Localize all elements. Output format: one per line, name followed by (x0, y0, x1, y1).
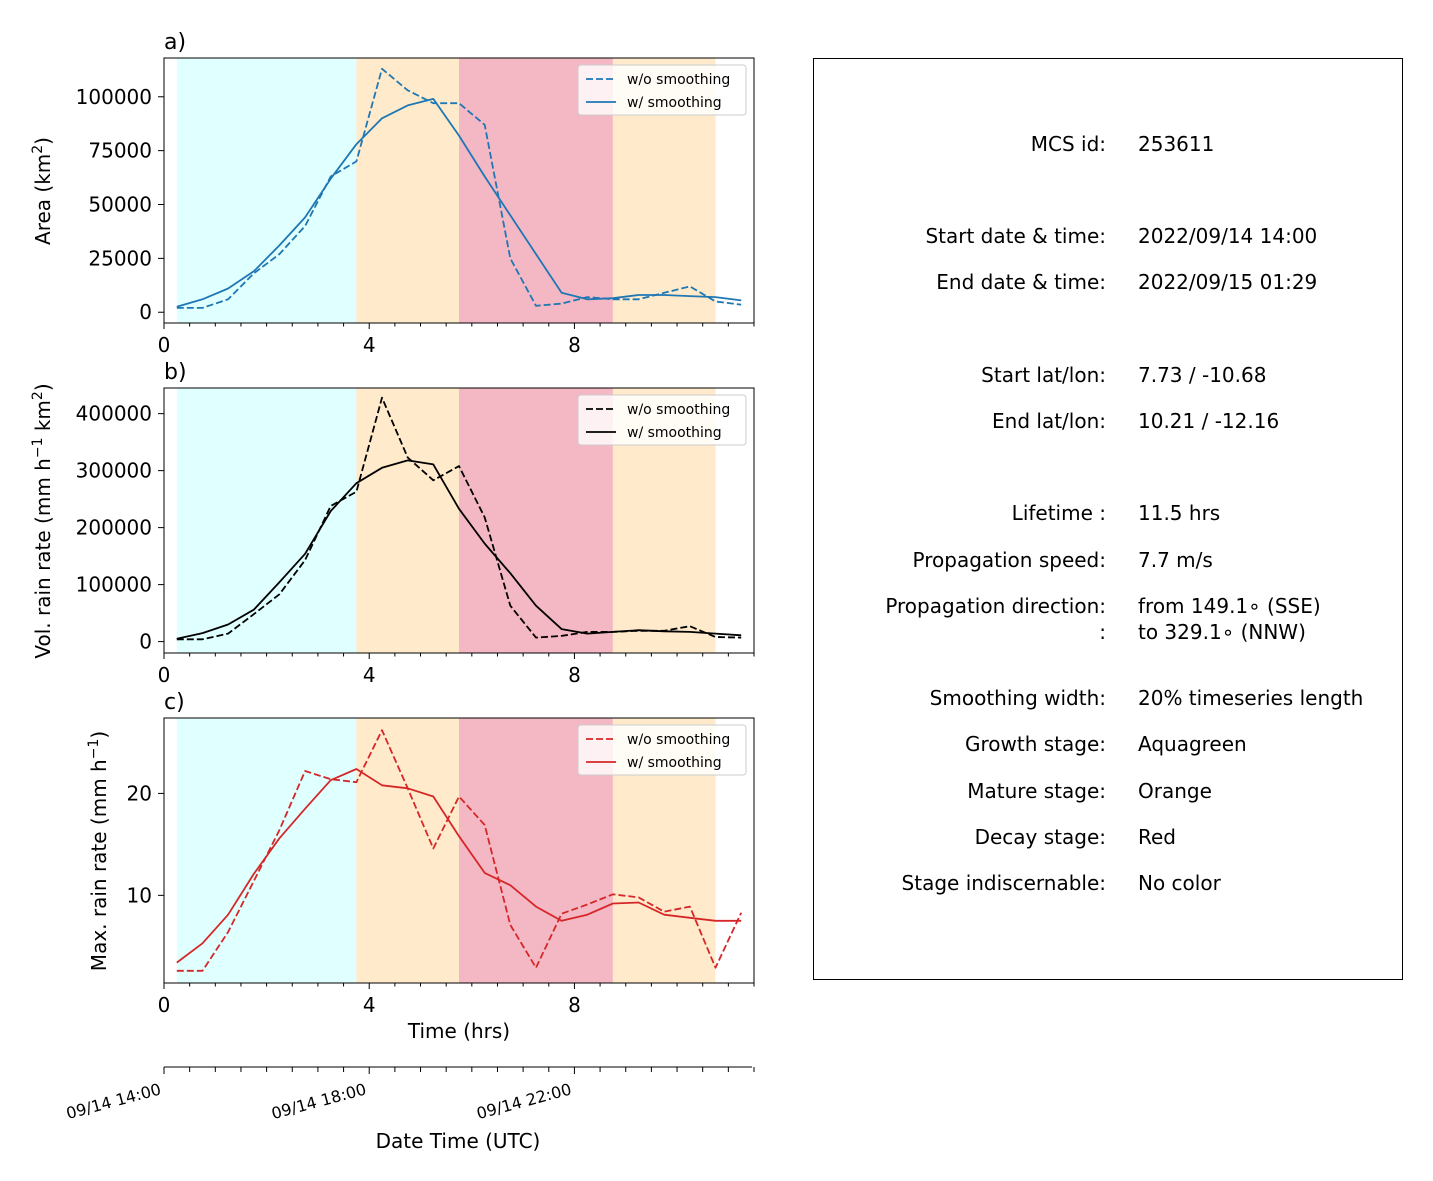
series-line-smoothed (176, 768, 742, 964)
info-value: 2022/09/14 14:00 (1138, 224, 1318, 248)
info-value: Orange (1138, 779, 1212, 803)
info-label: Growth stage: (964, 732, 1106, 756)
date-axis-label: Date Time (UTC) (376, 1129, 541, 1153)
info-value: 7.7 m/s (1138, 548, 1213, 572)
y-tick-label: 25000 (88, 246, 152, 270)
y-tick-label: 400000 (76, 402, 152, 426)
y-tick-label: 10 (127, 883, 152, 907)
info-value: 2022/09/15 01:29 (1138, 270, 1318, 294)
x-tick-label: 4 (363, 663, 376, 687)
info-label: Start lat/lon: (981, 363, 1106, 387)
info-label: End lat/lon: (992, 409, 1106, 433)
info-label: Smoothing width: (929, 686, 1106, 710)
info-value: Aquagreen (1138, 732, 1247, 756)
stage-band-mature (356, 58, 459, 323)
panel-label: c) (164, 690, 185, 715)
info-value: from 149.1∘ (SSE) (1138, 594, 1321, 618)
series-line-raw (176, 67, 742, 309)
stage-band-growth (176, 388, 357, 653)
legend-label: w/ smoothing (627, 755, 722, 771)
x-tick-label: 0 (158, 663, 171, 687)
stage-band-mature (356, 718, 459, 983)
info-label: Stage indiscernable: (901, 871, 1106, 895)
stage-band-mature (356, 388, 459, 653)
info-label: : (1099, 620, 1106, 644)
y-tick-label: 0 (139, 630, 152, 654)
panel-label: b) (164, 360, 187, 385)
info-panel: MCS id: 253611 Start date & time: 2022/09/1… (813, 58, 1403, 980)
y-axis-label: Area (km2) (30, 137, 55, 245)
x-axis-label: Time (hrs) (407, 1019, 510, 1043)
x-tick-label: 8 (568, 663, 581, 687)
y-tick-label: 0 (139, 300, 152, 324)
panel-volume-rain-rate: b) Vol. rain rate (mm h−1 km2) 0 100000 20… (30, 360, 755, 687)
y-tick-label: 200000 (76, 516, 152, 540)
panel-label: a) (164, 30, 186, 55)
y-tick-label: 75000 (88, 139, 152, 163)
series-line-smoothed (176, 459, 742, 640)
x-tick-label: 8 (568, 333, 581, 357)
date-axis: Date Time (UTC) 09/14 14:00 09/14 18:00 09… (64, 1066, 755, 1153)
legend-label: w/o smoothing (627, 72, 730, 88)
info-label: Mature stage: (967, 779, 1106, 803)
y-tick-label: 100000 (76, 85, 152, 109)
date-tick-label: 09/14 22:00 (475, 1080, 574, 1124)
info-label: Decay stage: (974, 825, 1106, 849)
y-tick-label: 20 (127, 781, 152, 805)
y-tick-label: 300000 (76, 459, 152, 483)
y-axis-label: Max. rain rate (mm h−1) (86, 731, 111, 971)
series-line-raw (176, 729, 743, 972)
info-value: 7.73 / -10.68 (1138, 363, 1267, 387)
y-tick-label: 100000 (76, 573, 152, 597)
stage-band-growth (176, 718, 357, 983)
info-label: End date & time: (936, 270, 1106, 294)
info-value: 10.21 / -12.16 (1138, 409, 1280, 433)
date-tick-label: 09/14 14:00 (64, 1080, 163, 1124)
legend-box (577, 724, 747, 776)
plot-frame (163, 57, 755, 324)
y-axis-label: Vol. rain rate (mm h−1 km2) (30, 383, 55, 658)
y-tick-label: 50000 (88, 193, 152, 217)
legend-label: w/o smoothing (627, 732, 730, 748)
charts-figure: a) Area (km2) 0 25000 50000 75000 100000 0 4 8 w… (30, 30, 755, 1153)
x-tick-label: 4 (363, 993, 376, 1017)
info-label: Start date & time: (925, 224, 1106, 248)
series-line-smoothed (176, 98, 742, 308)
date-tick-label: 09/14 18:00 (269, 1080, 368, 1124)
info-value: 11.5 hrs (1138, 501, 1221, 525)
info-value: 253611 (1138, 132, 1215, 156)
plot-frame (163, 717, 755, 984)
panel-max-rain-rate: c) Max. rain rate (mm h−1) Time (hrs) 10… (86, 690, 755, 1043)
x-tick-label: 4 (363, 333, 376, 357)
info-value: 20% timeseries length (1138, 686, 1364, 710)
info-label: MCS id: (1030, 132, 1106, 156)
info-label: Propagation speed: (912, 548, 1106, 572)
legend-label: w/ smoothing (627, 95, 722, 111)
info-value: Red (1138, 825, 1176, 849)
x-tick-label: 8 (568, 993, 581, 1017)
info-label: Propagation direction: (885, 594, 1106, 618)
info-label: Lifetime : (1011, 501, 1106, 525)
panel-area: a) Area (km2) 0 25000 50000 75000 100000 0 4 8 w… (30, 30, 755, 357)
legend-label: w/ smoothing (627, 425, 722, 441)
legend-box (577, 394, 747, 446)
x-tick-label: 0 (158, 993, 171, 1017)
legend-box (577, 64, 747, 116)
legend-label: w/o smoothing (627, 402, 730, 418)
info-value: to 329.1∘ (NNW) (1138, 620, 1306, 644)
x-tick-label: 0 (158, 333, 171, 357)
stage-band-growth (176, 58, 357, 323)
plot-frame (163, 387, 755, 654)
info-value: No color (1138, 871, 1221, 895)
